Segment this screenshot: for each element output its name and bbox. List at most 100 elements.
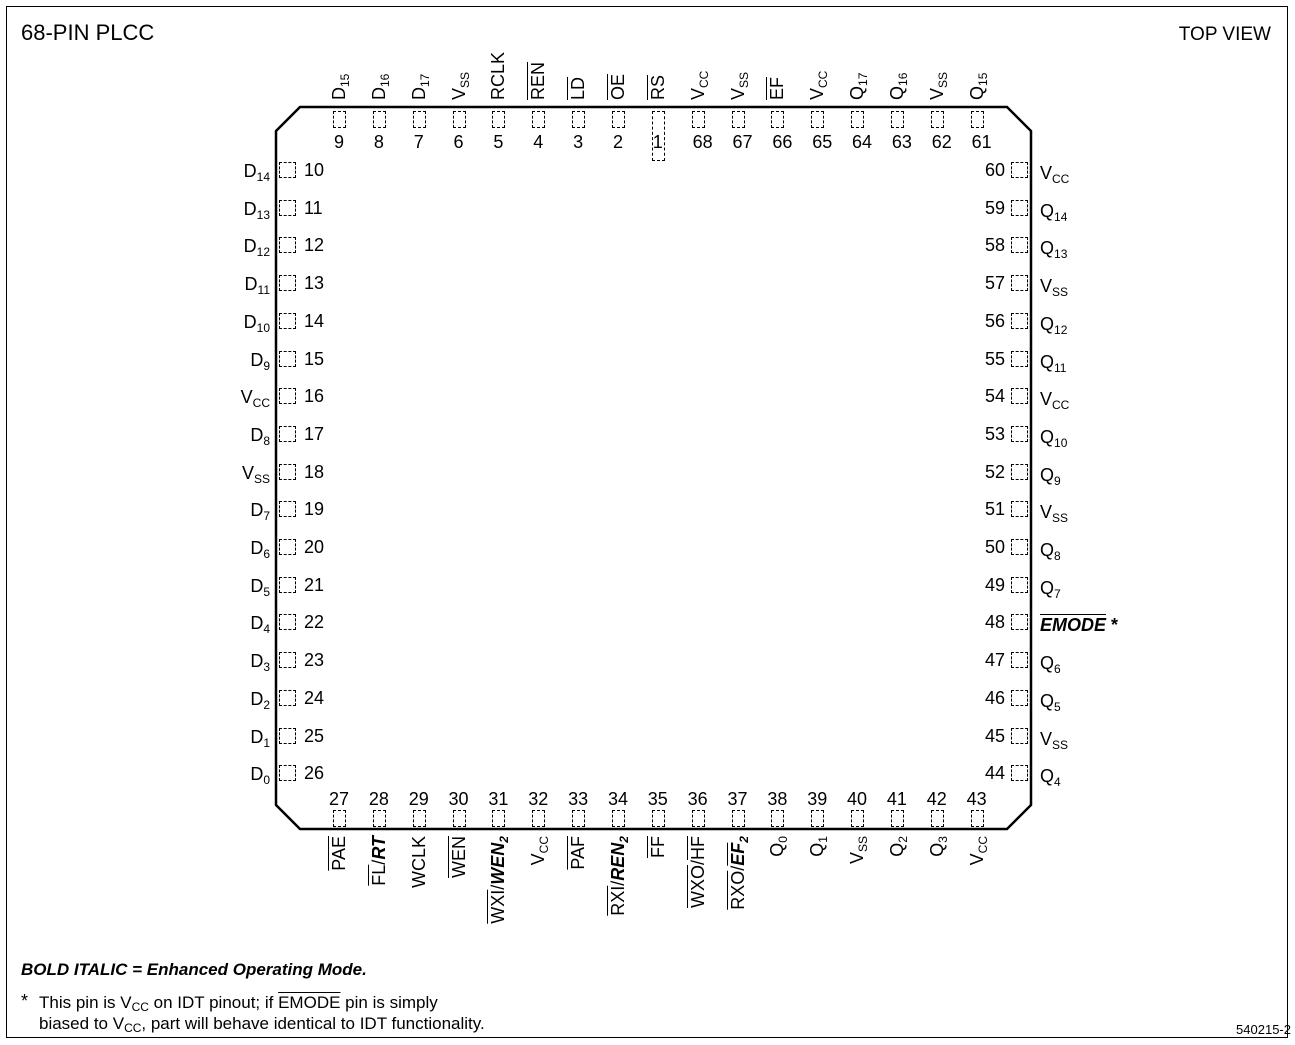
pin-label: FL/RT: [368, 836, 389, 886]
pin-pad: [333, 810, 346, 827]
pin-number: 42: [926, 789, 947, 809]
pin-label: RXO/EF2: [727, 836, 751, 910]
pin-label-text: D: [250, 538, 264, 558]
pin-label-text: Q: [767, 842, 788, 857]
pin-label-sub: 5: [1054, 699, 1061, 714]
pin-label: PAF: [568, 836, 588, 870]
pin-number: 38: [767, 789, 788, 809]
pin-label-sub: 15: [338, 73, 352, 87]
pin-pad: [279, 765, 296, 782]
pin-label: Q12: [1040, 315, 1067, 336]
pin-label-sub: 7: [263, 509, 270, 524]
pin-number: 27: [329, 789, 350, 809]
pin-label: VSS: [926, 72, 950, 100]
pin-pad: [279, 652, 296, 669]
pin-label-text: WCLK: [408, 836, 429, 889]
pin-label: Q14: [1040, 202, 1067, 223]
pin-pad: [279, 312, 296, 329]
pin-label: D17: [409, 74, 432, 100]
pin-number: 48: [984, 612, 1005, 633]
pin-label-sub: 10: [1054, 435, 1068, 450]
pin-label: Q11: [1040, 353, 1066, 374]
pin-label: VSS: [727, 72, 751, 100]
pin-label: WEN: [448, 836, 469, 878]
footnote: * This pin is VCC on IDT pinout; if EMOD…: [21, 991, 485, 1035]
footnote-text: This pin is V: [39, 993, 132, 1012]
pin-label: RXI/REN2: [608, 836, 631, 916]
pin-label: VCC: [967, 836, 990, 865]
pin-number: 50: [984, 537, 1005, 557]
pin-label: D6: [250, 538, 270, 560]
pin-label-sub: 13: [1054, 247, 1068, 262]
pin-label-sub: CC: [975, 836, 990, 854]
pin-number: 28: [368, 789, 389, 809]
pin-label-text: EF: [727, 842, 748, 866]
pin-label: Q8: [1040, 541, 1061, 562]
pin-label: EMODE *: [1040, 616, 1118, 634]
pin-pad: [651, 810, 665, 827]
pin-label: Q15: [967, 73, 990, 100]
pin-label: EF: [767, 77, 787, 100]
pin-label-text: Q: [926, 842, 947, 857]
pin-label-sub: CC: [537, 836, 552, 854]
pin-label-text: FL: [368, 864, 389, 886]
pin-number: 55: [984, 348, 1005, 369]
pin-label: VSS: [847, 836, 870, 864]
pin-label-text: V: [528, 853, 549, 866]
pin-label: Q13: [1040, 239, 1067, 260]
pin-label-text: Q: [847, 85, 868, 100]
pin-label: D1: [250, 728, 270, 749]
pin-label: Q7: [1040, 579, 1061, 600]
pin-label-text: WEN: [448, 836, 469, 878]
pin-label-text: RXO: [727, 870, 748, 910]
pin-label-text: V: [926, 87, 947, 100]
pin-number: 16: [304, 386, 325, 407]
pin-label-sub: 12: [1054, 322, 1068, 337]
pin-pad: [1011, 727, 1028, 744]
pin-label: VSS: [1040, 277, 1068, 298]
pin-label: VCC: [528, 836, 551, 866]
pin-pad: [279, 501, 296, 518]
pin-pad: [1011, 162, 1028, 178]
pin-label-sub: 14: [1054, 209, 1068, 224]
pin-label-sub: 2: [895, 836, 910, 843]
pin-label-text: Q: [1040, 464, 1055, 485]
pin-pad: [279, 199, 296, 216]
pin-label: VSS: [1040, 730, 1068, 751]
pin-pad: [279, 350, 296, 367]
pin-label: VSS: [1040, 503, 1068, 524]
pin-pad: [890, 810, 904, 827]
pin-label-sub: 12: [256, 245, 270, 260]
pin-label-text: D: [329, 87, 349, 100]
pin-number: 14: [304, 310, 325, 331]
pin-label: D3: [250, 652, 270, 673]
pin-number: 61: [971, 132, 992, 152]
pin-label-sub: 8: [263, 433, 270, 448]
footnote-star: *: [21, 991, 29, 1011]
pin-number: 62: [931, 132, 952, 152]
pin-label-sub: CC: [1052, 172, 1070, 186]
pin-label-sub: 3: [263, 660, 270, 675]
pin-label-text: WXI: [488, 889, 509, 924]
pin-number: 54: [984, 386, 1005, 407]
pin-label-text: D: [243, 311, 257, 332]
pin-pad: [1011, 614, 1028, 631]
pin-number: 32: [528, 789, 549, 809]
pin-label-sub: 2: [263, 697, 270, 712]
pin-pad: [811, 810, 825, 827]
pin-pad: [1011, 275, 1028, 292]
pin-label-text: V: [727, 87, 748, 100]
pin-pad: [333, 111, 346, 128]
pin-number: 44: [984, 763, 1005, 784]
footnote-text: , part will behave identical to IDT func…: [141, 1014, 485, 1034]
pin-pad: [372, 111, 386, 128]
pin-label: D8: [250, 426, 270, 447]
pin-label: VCC: [241, 388, 270, 409]
pin-label-sub: 0: [776, 836, 791, 843]
view-label: TOP VIEW: [1178, 24, 1271, 45]
pin-pad: [890, 111, 904, 128]
pin-label-sub: 11: [1054, 360, 1067, 375]
pin-pad: [492, 810, 506, 827]
pin-pad: [279, 689, 296, 706]
pin-number: 11: [304, 197, 323, 218]
